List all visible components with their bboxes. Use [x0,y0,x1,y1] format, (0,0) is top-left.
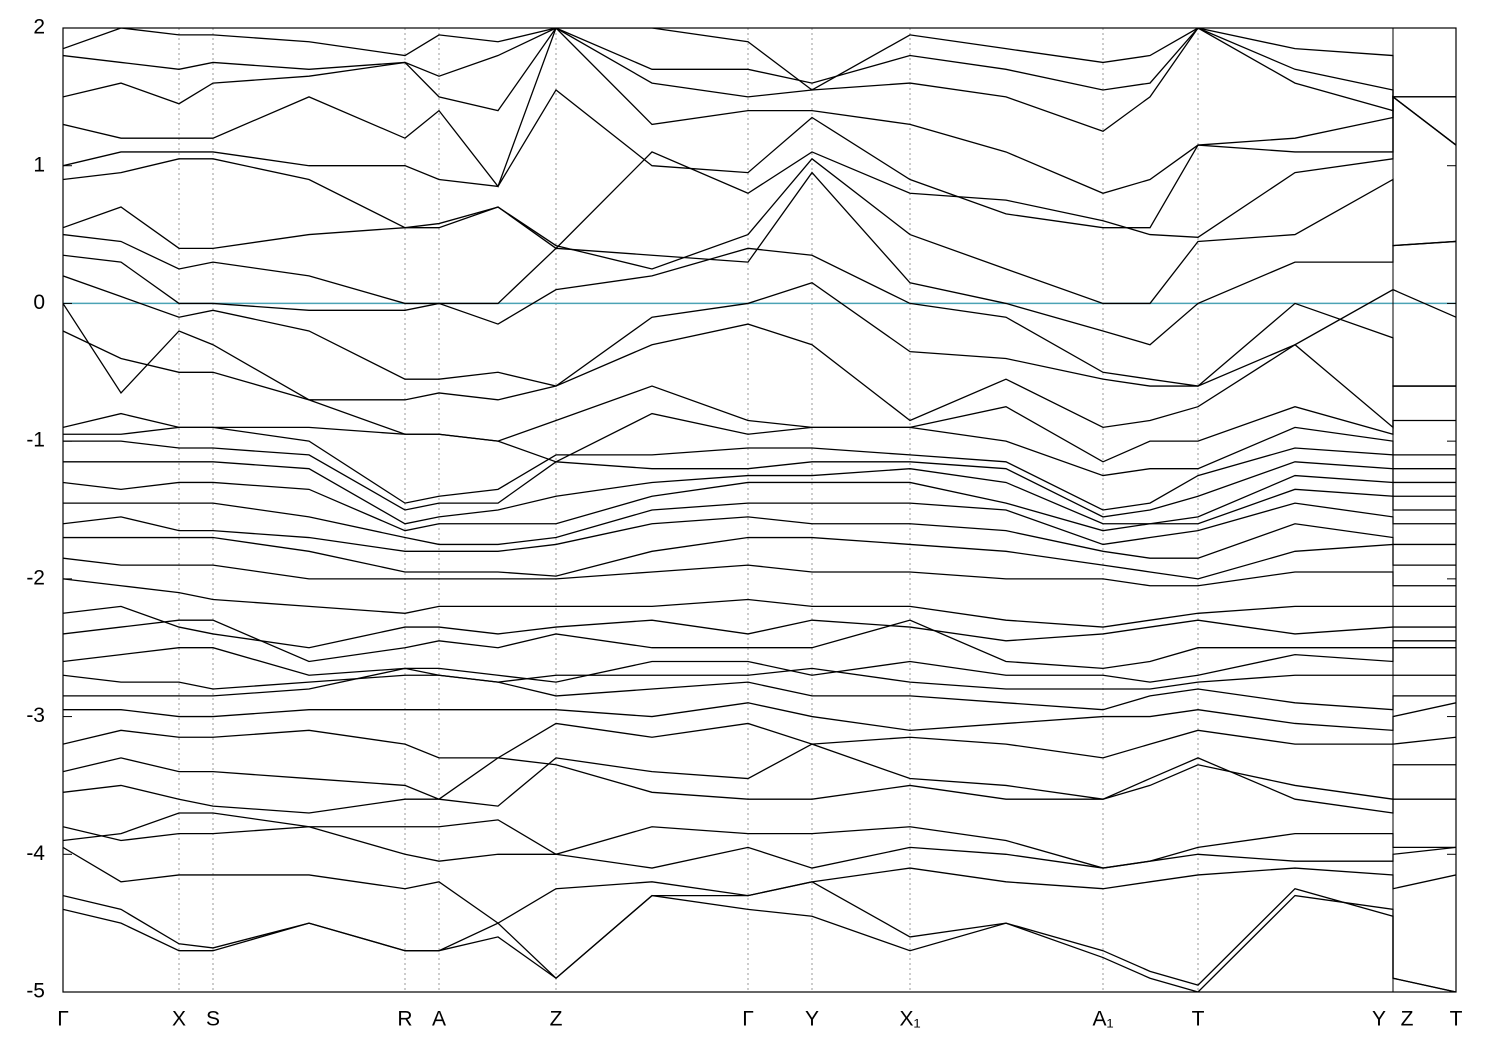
x-tick-label: Z [1401,1008,1414,1031]
band [63,647,1456,683]
bands [63,28,1456,992]
band [63,516,1456,559]
band [63,275,1456,387]
band [63,536,1456,580]
x-tick-label: S [206,1008,220,1031]
band [63,461,1456,525]
band [63,426,1456,511]
y-tick-label: 0 [33,291,45,314]
band [63,157,1456,305]
band [63,502,1456,546]
band [63,894,1456,992]
y-tick-label: 1 [33,153,45,176]
grid [63,28,1456,992]
x-tick-label: Γ [57,1008,69,1031]
axes: 210-1-2-3-4-5Γ X S R A Z Γ Y X₁ A₁ T Y Z T [26,16,1462,1031]
band [63,743,1456,807]
y-tick-label: -2 [26,566,45,589]
band [63,819,1456,869]
x-tick-label: A₁ [1092,1008,1113,1031]
band [63,667,1456,690]
x-tick-label: A [432,1008,446,1031]
band [63,412,1456,477]
x-tick-label: X₁ [899,1008,920,1031]
y-tick-label: 2 [33,16,45,39]
y-tick-label: -4 [26,842,45,865]
band [63,95,1456,250]
x-tick-label: Γ [742,1008,754,1031]
band [63,28,1456,133]
band [63,28,1456,194]
x-tick-label: R [397,1008,412,1031]
band [63,28,1456,98]
band [63,171,1456,346]
x-tick-label: X [172,1008,186,1031]
x-tick-label: Z [550,1008,563,1031]
band [63,557,1456,587]
x-tick-label: Y [1372,1008,1386,1031]
band [63,667,1456,711]
band [63,881,1456,992]
band [63,303,1456,429]
y-tick-label: -1 [26,429,45,452]
y-tick-label: -5 [26,980,45,1003]
band [63,578,1456,628]
band [63,812,1456,869]
band [63,702,1456,732]
band [63,757,1456,814]
band [63,440,1456,518]
band [63,619,1456,670]
band [63,28,1456,98]
plot-frame [62,27,1457,993]
band [63,605,1456,649]
x-tick-label: T [1192,1008,1205,1031]
band [63,846,1456,924]
x-tick-label: Y [805,1008,819,1031]
y-tick-label: -3 [26,704,45,727]
band [63,330,1456,463]
x-tick-label: T [1450,1008,1463,1031]
band [63,481,1456,532]
band [63,247,1456,387]
band [63,89,1456,229]
band [63,722,1456,759]
